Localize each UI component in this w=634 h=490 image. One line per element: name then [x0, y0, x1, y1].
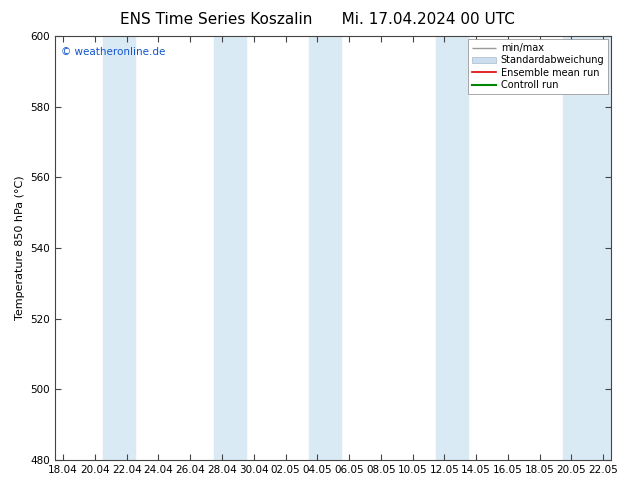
Text: ENS Time Series Koszalin      Mi. 17.04.2024 00 UTC: ENS Time Series Koszalin Mi. 17.04.2024 … — [120, 12, 514, 27]
Legend: min/max, Standardabweichung, Ensemble mean run, Controll run: min/max, Standardabweichung, Ensemble me… — [468, 39, 608, 94]
Bar — [103, 36, 134, 460]
Bar — [564, 36, 611, 460]
Bar — [214, 36, 246, 460]
Bar — [309, 36, 341, 460]
Bar — [436, 36, 468, 460]
Text: © weatheronline.de: © weatheronline.de — [61, 47, 165, 57]
Y-axis label: Temperature 850 hPa (°C): Temperature 850 hPa (°C) — [15, 176, 25, 320]
